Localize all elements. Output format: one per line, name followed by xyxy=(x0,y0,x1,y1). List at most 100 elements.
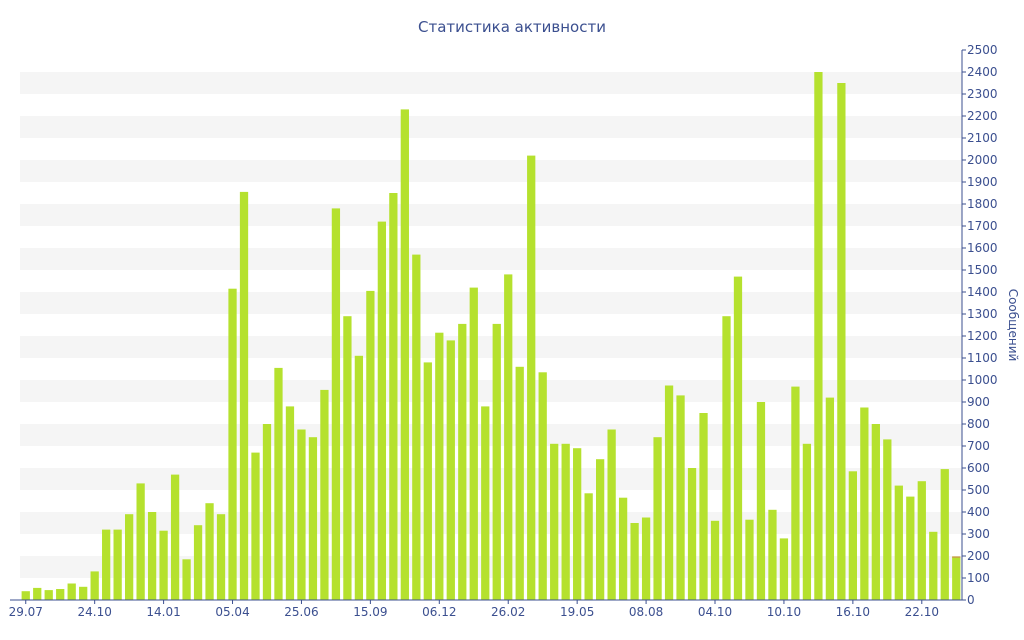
x-tick-label: 08.08 xyxy=(629,605,663,619)
bar xyxy=(653,437,662,600)
bar xyxy=(423,362,432,600)
bar xyxy=(205,503,214,600)
grid-band xyxy=(20,116,962,138)
bar xyxy=(710,520,720,600)
x-tick-label: 22.10 xyxy=(905,605,939,619)
bar xyxy=(825,397,835,600)
bar xyxy=(366,290,375,600)
grid-band xyxy=(20,204,962,226)
bar xyxy=(389,193,398,600)
y-tick-label: 1300 xyxy=(967,307,998,321)
bar xyxy=(446,340,455,600)
bar xyxy=(343,316,352,600)
bar xyxy=(664,385,674,600)
bar xyxy=(159,530,168,600)
x-tick-label: 19.05 xyxy=(560,605,594,619)
y-tick-label: 1000 xyxy=(967,373,998,387)
bar xyxy=(435,332,444,600)
grid-bands xyxy=(20,72,962,578)
bar xyxy=(33,587,42,600)
y-axis-label: Сообщений xyxy=(1006,289,1020,362)
y-axis: 0 100 200 300 400 500 600 700 800 900 1000 1100 1200… xyxy=(961,43,998,607)
bar xyxy=(481,406,490,600)
y-tick-label: 2500 xyxy=(967,43,998,57)
bar xyxy=(170,474,180,600)
y-tick-label: 100 xyxy=(967,571,990,585)
bar xyxy=(400,109,409,601)
bar xyxy=(814,72,823,600)
bar xyxy=(21,591,30,600)
y-tick-label: 2000 xyxy=(967,153,998,167)
bar xyxy=(894,485,903,600)
x-tick-label: 29.07 xyxy=(9,605,43,619)
bar xyxy=(722,316,731,600)
bar xyxy=(871,424,880,600)
bar xyxy=(940,469,949,600)
bar xyxy=(297,429,306,600)
bar xyxy=(504,274,513,600)
bar xyxy=(492,323,501,600)
bar xyxy=(216,514,226,600)
bar xyxy=(79,586,88,600)
bar xyxy=(676,395,685,600)
bar xyxy=(687,468,697,600)
bar xyxy=(182,559,191,600)
bar xyxy=(251,452,260,600)
bar xyxy=(102,529,111,600)
bar xyxy=(354,355,364,600)
x-tick-label: 15.09 xyxy=(353,605,387,619)
bar xyxy=(837,83,846,600)
y-tick-label: 800 xyxy=(967,417,990,431)
y-tick-label: 1200 xyxy=(967,329,998,343)
bar xyxy=(596,459,605,600)
y-tick-label: 200 xyxy=(967,549,990,563)
y-tick-label: 0 xyxy=(967,593,975,607)
bar xyxy=(274,367,283,600)
bar xyxy=(262,424,272,600)
bar xyxy=(630,523,639,600)
bar xyxy=(538,372,547,600)
bar xyxy=(699,413,708,600)
y-tick-label: 300 xyxy=(967,527,990,541)
y-tick-label: 600 xyxy=(967,461,990,475)
chart-title: Статистика активности xyxy=(418,18,606,36)
x-tick-label: 10.10 xyxy=(767,605,801,619)
bar xyxy=(113,529,122,600)
grid-band xyxy=(20,160,962,182)
y-tick-label: 1900 xyxy=(967,175,998,189)
y-tick-label: 1600 xyxy=(967,241,998,255)
bar xyxy=(917,481,926,600)
y-tick-label: 1800 xyxy=(967,197,998,211)
bar xyxy=(285,406,295,600)
bar xyxy=(929,531,938,600)
bar xyxy=(952,557,961,600)
bar xyxy=(228,288,237,600)
bar xyxy=(67,583,76,600)
grid-band xyxy=(20,292,962,314)
x-tick-label: 16.10 xyxy=(836,605,870,619)
x-tick-label: 05.04 xyxy=(215,605,249,619)
bar xyxy=(779,538,789,600)
x-tick-label: 24.10 xyxy=(77,605,111,619)
bar xyxy=(44,590,53,600)
y-tick-label: 500 xyxy=(967,483,990,497)
bar xyxy=(412,254,421,600)
y-tick-label: 1700 xyxy=(967,219,998,233)
x-tick-label: 25.06 xyxy=(284,605,318,619)
bar xyxy=(136,483,145,600)
bar xyxy=(733,276,743,600)
x-tick-label: 04.10 xyxy=(698,605,732,619)
bars xyxy=(21,72,961,601)
bar xyxy=(125,514,134,600)
y-tick-label: 2400 xyxy=(967,65,998,79)
y-tick-label: 700 xyxy=(967,439,990,453)
bar xyxy=(883,439,892,600)
x-tick-label: 06.12 xyxy=(422,605,456,619)
bar xyxy=(527,155,536,600)
bar xyxy=(584,493,593,600)
bar xyxy=(550,443,559,600)
bar xyxy=(641,517,651,600)
bar xyxy=(469,287,478,600)
y-tick-label: 2100 xyxy=(967,131,998,145)
